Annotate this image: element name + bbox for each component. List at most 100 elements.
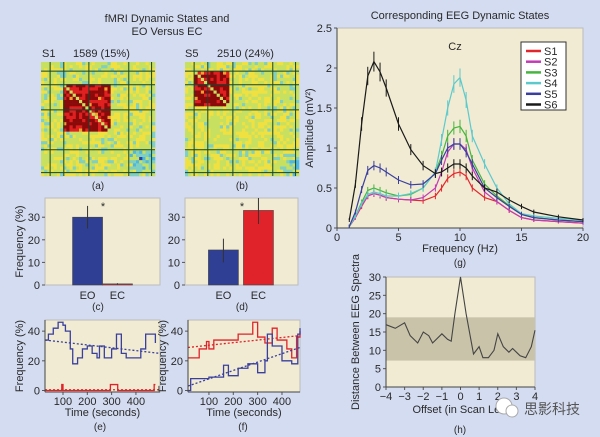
matrix-cell	[251, 150, 255, 155]
matrix-cell	[82, 150, 86, 155]
matrix-cell	[85, 93, 89, 98]
matrix-cell	[194, 169, 198, 174]
matrix-cell	[44, 109, 48, 113]
matrix-cell	[110, 109, 115, 113]
matrix-cell	[289, 157, 293, 161]
matrix-cell	[207, 100, 211, 104]
matrix-cell	[120, 153, 124, 158]
matrix-cell	[53, 93, 58, 98]
matrix-cell	[94, 141, 99, 145]
matrix-cell	[261, 131, 265, 136]
matrix-cell	[276, 96, 281, 101]
matrix-cell	[101, 112, 105, 117]
matrix-cell	[261, 96, 265, 101]
matrix-cell	[66, 141, 70, 145]
matrix-cell	[280, 112, 284, 117]
matrix-cell	[101, 134, 105, 139]
matrix-cell	[283, 77, 287, 82]
matrix-cell	[219, 163, 224, 167]
matrix-cell	[69, 74, 73, 79]
matrix-cell	[245, 90, 249, 94]
matrix-cell	[295, 141, 300, 145]
matrix-cell	[286, 68, 290, 72]
matrix-cell	[72, 166, 77, 170]
matrix-cell	[151, 115, 156, 120]
matrix-cell	[248, 115, 252, 120]
matrix-cell	[139, 71, 143, 75]
matrix-cell	[280, 71, 284, 75]
matrix-cell	[69, 163, 73, 167]
matrix-cell	[104, 74, 108, 79]
matrix-cell	[273, 112, 278, 117]
matrix-cell	[194, 109, 198, 113]
matrix-cell	[219, 157, 224, 161]
matrix-cell	[104, 134, 108, 139]
matrix-cell	[132, 119, 137, 123]
matrix-cell	[213, 134, 217, 139]
matrix-cell	[273, 128, 278, 132]
matrix-cell	[72, 115, 77, 120]
matrix-cell	[44, 122, 48, 126]
matrix-cell	[82, 74, 86, 79]
matrix-cell	[292, 134, 297, 139]
matrix-cell	[47, 71, 51, 75]
matrix-cell	[139, 115, 143, 120]
x-tick-label: 1	[476, 391, 482, 403]
matrix-cell	[47, 160, 51, 164]
matrix-cell	[107, 163, 111, 167]
matrix-cell	[85, 87, 89, 91]
matrix-cell	[267, 172, 271, 177]
matrix-cell	[226, 112, 230, 117]
matrix-cell	[292, 62, 297, 66]
matrix-cell	[270, 169, 274, 174]
matrix-cell	[219, 131, 224, 136]
matrix-cell	[210, 100, 214, 104]
matrix-cell	[148, 115, 153, 120]
matrix-cell	[136, 84, 140, 88]
matrix-cell	[63, 112, 67, 117]
matrix-cell	[261, 65, 265, 69]
matrix-cell	[107, 112, 111, 117]
matrix-cell	[94, 153, 99, 158]
matrix-cell	[238, 71, 243, 75]
matrix-cell	[245, 65, 249, 69]
matrix-cell	[216, 134, 221, 139]
matrix-cell	[254, 71, 259, 75]
matrix-cell	[204, 93, 208, 98]
matrix-cell	[261, 77, 265, 82]
matrix-cell	[79, 153, 83, 158]
matrix-cell	[136, 68, 140, 72]
matrix-cell	[142, 71, 146, 75]
matrix-cell	[136, 157, 140, 161]
matrix-cell	[204, 153, 208, 158]
matrix-cell	[267, 131, 271, 136]
matrix-cell	[245, 109, 249, 113]
y-axis-label: Amplitude (mV²)	[304, 88, 316, 167]
matrix-cell	[132, 112, 137, 117]
matrix-cell	[85, 74, 89, 79]
matrix-cell	[69, 160, 73, 164]
matrix-cell	[47, 68, 51, 72]
matrix-cell	[56, 74, 61, 79]
matrix-cell	[251, 138, 255, 142]
matrix-cell	[98, 68, 102, 72]
y-tick-label: 25	[369, 290, 381, 302]
matrix-cell	[120, 77, 124, 82]
matrix-cell	[50, 119, 54, 123]
matrix-cell	[280, 119, 284, 123]
y-tick-label: 0	[34, 386, 40, 398]
matrix-cell	[120, 138, 124, 142]
matrix-cell	[107, 74, 111, 79]
matrix-cell	[50, 115, 54, 120]
matrix-cell	[136, 74, 140, 79]
matrix-cell	[219, 100, 224, 104]
matrix-cell	[113, 172, 118, 177]
matrix-cell	[213, 172, 217, 177]
confidence-band	[386, 317, 535, 361]
matrix-cell	[110, 131, 115, 136]
matrix-cell	[213, 150, 217, 155]
matrix-cell	[63, 153, 67, 158]
matrix-cell	[69, 112, 73, 117]
matrix-cell	[261, 138, 265, 142]
matrix-cell	[235, 112, 240, 117]
